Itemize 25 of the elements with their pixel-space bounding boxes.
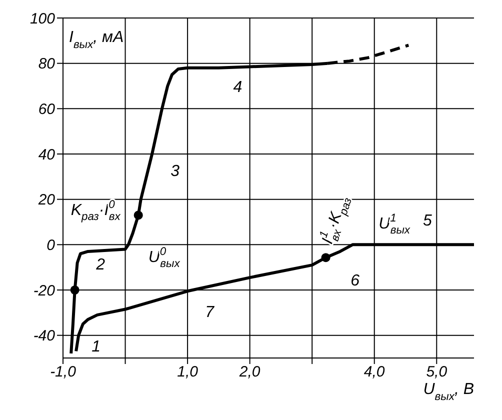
annotation: 4 bbox=[233, 79, 242, 96]
y-tick-label: 80 bbox=[38, 56, 56, 73]
y-tick-label: 40 bbox=[38, 146, 56, 164]
y-tick-label: -40 bbox=[33, 328, 56, 345]
annotation: 2 bbox=[95, 256, 106, 274]
x-tick-label: 1,0 bbox=[177, 364, 199, 381]
annotation: 3 bbox=[170, 163, 180, 180]
x-tick-label: -1,0 bbox=[50, 364, 77, 381]
annotation: 5 bbox=[423, 212, 432, 230]
y-tick-label: 20 bbox=[37, 192, 56, 209]
y-tick-label: 100 bbox=[30, 10, 56, 28]
annotation: 7 bbox=[205, 304, 216, 322]
x-tick-label: 2,0 bbox=[238, 364, 261, 381]
x-tick-label: 5,0 bbox=[426, 364, 448, 381]
point bbox=[70, 285, 80, 295]
y-tick-label: -20 bbox=[33, 282, 56, 300]
x-axis-title: U$_{вых}$, В bbox=[423, 381, 474, 403]
y-tick-label: 60 bbox=[38, 100, 56, 118]
y-axis-title: I$_{вых}$, мА bbox=[69, 29, 124, 51]
annotation: 1 bbox=[92, 338, 101, 356]
annotation: 6 bbox=[350, 272, 360, 290]
point bbox=[134, 210, 143, 220]
point bbox=[321, 253, 330, 262]
y-tick-label: 0 bbox=[46, 236, 56, 254]
x-tick-label: 4,0 bbox=[364, 364, 386, 381]
